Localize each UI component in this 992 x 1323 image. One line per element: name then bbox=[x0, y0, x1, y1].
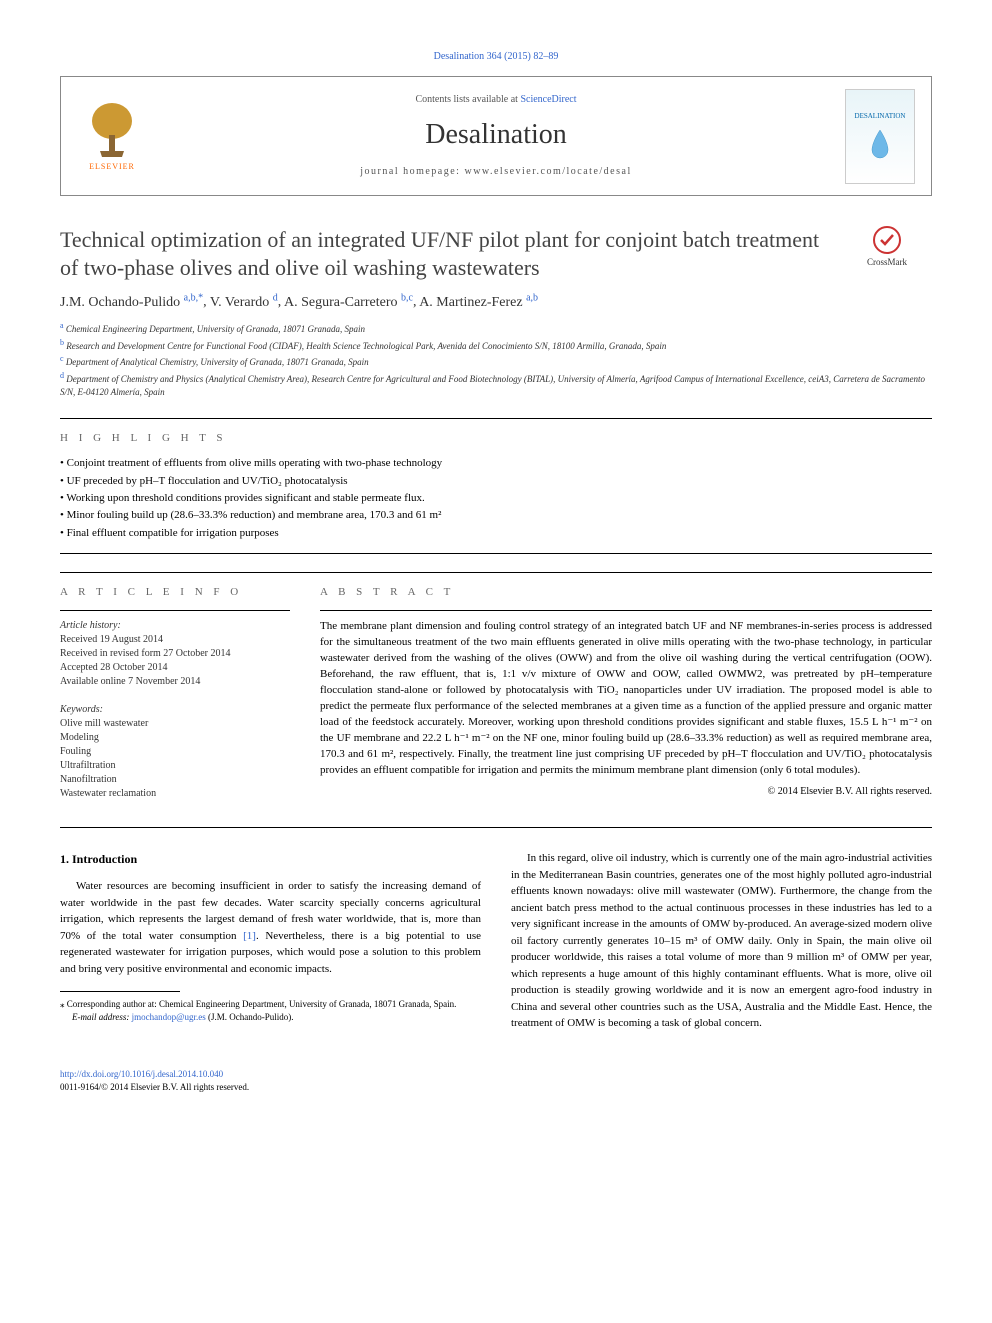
abstract-text: The membrane plant dimension and fouling… bbox=[320, 619, 932, 778]
body-column-left: 1. Introduction Water resources are beco… bbox=[60, 850, 481, 1040]
highlights-heading: H I G H L I G H T S bbox=[60, 431, 932, 446]
highlight-item: Conjoint treatment of effluents from oli… bbox=[60, 456, 932, 471]
homepage-prefix: journal homepage: bbox=[360, 166, 464, 177]
author: V. Verardo d bbox=[210, 295, 278, 310]
crossmark-icon bbox=[873, 226, 901, 254]
history-accepted: Accepted 28 October 2014 bbox=[60, 661, 290, 675]
journal-cover-thumbnail: DESALINATION bbox=[845, 89, 915, 184]
water-drop-icon bbox=[868, 128, 892, 160]
highlight-item: Working upon threshold conditions provid… bbox=[60, 491, 932, 506]
intro-paragraph-1: Water resources are becoming insufficien… bbox=[60, 878, 481, 977]
highlight-item: Minor fouling build up (28.6–33.3% reduc… bbox=[60, 508, 932, 523]
crossmark-label: CrossMark bbox=[867, 256, 907, 269]
keyword: Fouling bbox=[60, 745, 290, 759]
elsevier-logo: ELSEVIER bbox=[77, 91, 147, 181]
history-online: Available online 7 November 2014 bbox=[60, 675, 290, 689]
corresponding-author-footnote: ⁎ Corresponding author at: Chemical Engi… bbox=[60, 998, 481, 1023]
highlight-item: UF preceded by pH–T flocculation and UV/… bbox=[60, 474, 932, 489]
crossmark-badge[interactable]: CrossMark bbox=[842, 226, 932, 269]
affiliation: c Department of Analytical Chemistry, Un… bbox=[60, 353, 932, 370]
journal-header: ELSEVIER Contents lists available at Sci… bbox=[60, 76, 932, 196]
highlights-list: Conjoint treatment of effluents from oli… bbox=[60, 456, 932, 541]
history-revised: Received in revised form 27 October 2014 bbox=[60, 647, 290, 661]
publisher-name: ELSEVIER bbox=[89, 161, 135, 172]
affiliation: d Department of Chemistry and Physics (A… bbox=[60, 370, 932, 400]
keyword: Wastewater reclamation bbox=[60, 787, 290, 801]
author: A. Segura-Carretero b,c bbox=[284, 295, 413, 310]
highlight-item: Final effluent compatible for irrigation… bbox=[60, 526, 932, 541]
affiliation: a Chemical Engineering Department, Unive… bbox=[60, 320, 932, 337]
article-title: Technical optimization of an integrated … bbox=[60, 226, 842, 281]
doi-link[interactable]: http://dx.doi.org/10.1016/j.desal.2014.1… bbox=[60, 1069, 223, 1079]
article-info-heading: A R T I C L E I N F O bbox=[60, 585, 290, 600]
contents-available-line: Contents lists available at ScienceDirec… bbox=[147, 93, 845, 107]
elsevier-tree-icon bbox=[82, 99, 142, 159]
abstract-copyright: © 2014 Elsevier B.V. All rights reserved… bbox=[320, 785, 932, 799]
footnote-star: ⁎ bbox=[60, 999, 65, 1009]
corresponding-email-link[interactable]: jmochandop@ugr.es bbox=[132, 1012, 206, 1022]
affiliations: a Chemical Engineering Department, Unive… bbox=[60, 320, 932, 400]
page-footer: http://dx.doi.org/10.1016/j.desal.2014.1… bbox=[60, 1068, 932, 1093]
abstract-heading: A B S T R A C T bbox=[320, 585, 932, 600]
keywords-block: Keywords: Olive mill wastewaterModelingF… bbox=[60, 703, 290, 801]
intro-paragraph-2: In this regard, olive oil industry, whic… bbox=[511, 850, 932, 1032]
citation-link[interactable]: [1] bbox=[243, 930, 256, 942]
journal-name: Desalination bbox=[147, 115, 845, 154]
affiliation: b Research and Development Centre for Fu… bbox=[60, 337, 932, 354]
keyword: Olive mill wastewater bbox=[60, 717, 290, 731]
keywords-label: Keywords: bbox=[60, 703, 290, 717]
keyword: Modeling bbox=[60, 731, 290, 745]
intro-heading: 1. Introduction bbox=[60, 850, 481, 868]
keyword: Ultrafiltration bbox=[60, 759, 290, 773]
body-column-right: In this regard, olive oil industry, whic… bbox=[511, 850, 932, 1040]
article-history: Article history: Received 19 August 2014… bbox=[60, 619, 290, 689]
journal-reference: Desalination 364 (2015) 82–89 bbox=[60, 50, 932, 64]
homepage-url[interactable]: www.elsevier.com/locate/desal bbox=[464, 166, 631, 177]
cover-title: DESALINATION bbox=[855, 112, 906, 122]
issn-copyright: 0011-9164/© 2014 Elsevier B.V. All right… bbox=[60, 1082, 249, 1092]
history-received: Received 19 August 2014 bbox=[60, 633, 290, 647]
email-label: E-mail address: bbox=[72, 1012, 129, 1022]
keyword: Nanofiltration bbox=[60, 773, 290, 787]
sciencedirect-link[interactable]: ScienceDirect bbox=[520, 94, 576, 105]
footnote-text: Corresponding author at: Chemical Engine… bbox=[67, 999, 457, 1009]
contents-prefix: Contents lists available at bbox=[415, 94, 520, 105]
author: A. Martinez-Ferez a,b bbox=[419, 295, 538, 310]
email-person: (J.M. Ochando-Pulido). bbox=[208, 1012, 294, 1022]
author: J.M. Ochando-Pulido a,b,* bbox=[60, 295, 203, 310]
journal-homepage: journal homepage: www.elsevier.com/locat… bbox=[147, 165, 845, 179]
author-list: J.M. Ochando-Pulido a,b,*, V. Verardo d,… bbox=[60, 291, 932, 312]
history-label: Article history: bbox=[60, 619, 290, 633]
